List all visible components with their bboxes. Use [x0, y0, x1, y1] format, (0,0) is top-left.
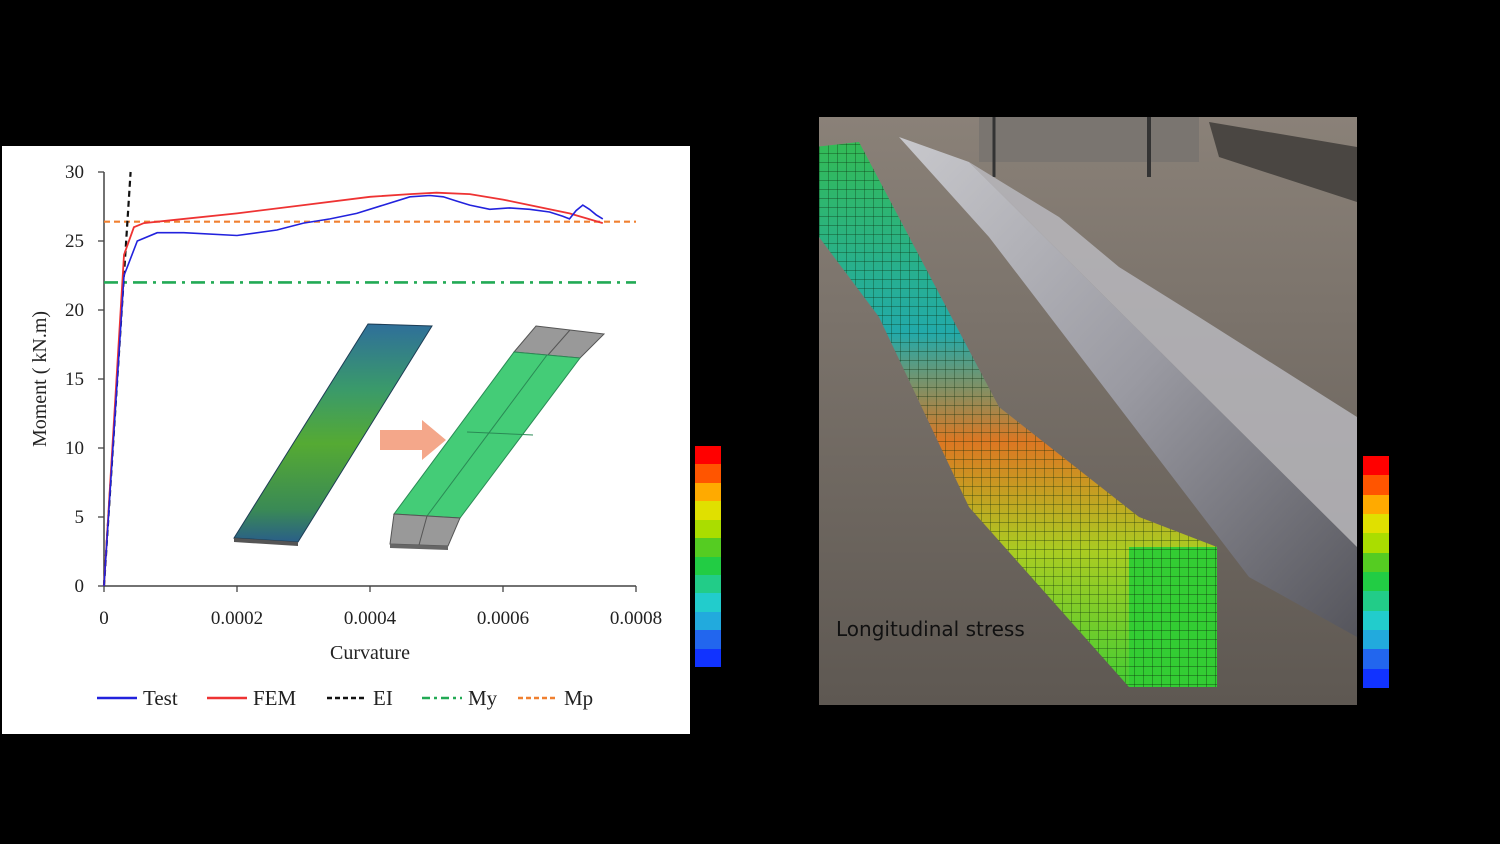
series-test-line	[103, 194, 604, 587]
x-axis-label: Curvature	[330, 642, 410, 664]
x-tick-label: 0.0008	[610, 608, 662, 629]
legend: Test FEM EI My Mp	[97, 686, 593, 710]
series-fem-line	[103, 191, 604, 587]
arrow-icon	[380, 420, 446, 460]
y-tick-label: 10	[65, 438, 84, 459]
colorbar-swatch	[1363, 649, 1389, 669]
fe-model-inset	[389, 325, 606, 550]
buckled-beam-illustration	[819, 117, 1357, 705]
colorbar-swatch	[695, 556, 721, 575]
background-beam	[1209, 122, 1357, 202]
y-tick-label: 25	[65, 231, 84, 252]
colorbar-swatch	[1363, 552, 1389, 572]
specimen-scan-inset	[233, 323, 433, 546]
colorbar-swatch	[1363, 513, 1389, 534]
colorbar-swatch	[695, 611, 721, 631]
y-axis-label: Moment ( kN.m)	[29, 311, 51, 447]
x-tick-label: 0.0004	[344, 608, 397, 629]
y-tick-label: 20	[65, 300, 84, 321]
colorbar-swatch	[695, 630, 721, 649]
tested-steel-beam	[899, 137, 1357, 637]
y-tick-label: 15	[65, 369, 84, 390]
y-tick-label: 0	[75, 576, 85, 597]
legend-label-mp: Mp	[564, 686, 593, 710]
colorbar-swatch	[1363, 456, 1389, 476]
x-tick-label: 0	[99, 608, 109, 629]
colorbar-swatch	[1363, 610, 1389, 630]
colorbar-swatch	[1363, 668, 1389, 688]
y-tick-label: 30	[65, 162, 84, 183]
colorbar-swatch	[695, 501, 721, 520]
legend-label-test: Test	[143, 686, 178, 710]
colorbar-swatch	[1363, 475, 1389, 495]
x-tick-label: 0.0002	[211, 608, 263, 629]
colorbar-left	[695, 446, 721, 668]
colorbar-swatch	[1363, 533, 1389, 553]
series-layer	[102, 171, 636, 587]
colorbar-right	[1363, 456, 1389, 688]
legend-label-fem: FEM	[253, 686, 297, 710]
colorbar-swatch	[695, 593, 721, 612]
legend-label-my: My	[468, 686, 498, 710]
colorbar-swatch	[695, 464, 721, 483]
colorbar-swatch	[695, 538, 721, 557]
beam-photo-panel: Longitudinal stress	[819, 117, 1357, 705]
longitudinal-stress-label: Longitudinal stress	[836, 617, 1025, 641]
series-ei-line	[102, 171, 132, 587]
colorbar-swatch	[1363, 494, 1389, 514]
colorbar-swatch	[695, 446, 721, 465]
colorbar-swatch	[695, 519, 721, 539]
axis-ticks: 0 5 10 15 20 25 30 0 0.0002 0.0004 0.0006 0.0008	[65, 162, 662, 629]
y-tick-label: 5	[75, 507, 85, 528]
colorbar-swatch	[695, 648, 721, 668]
colorbar-swatch	[1363, 571, 1389, 592]
legend-label-ei: EI	[373, 686, 393, 710]
chart-panel: 0 5 10 15 20 25 30 0 0.0002 0.0004 0.0006 0.0008	[2, 146, 690, 734]
colorbar-swatch	[695, 574, 721, 594]
colorbar-swatch	[1363, 629, 1389, 650]
x-tick-label: 0.0006	[477, 608, 529, 629]
colorbar-swatch	[1363, 591, 1389, 611]
background-equipment	[979, 117, 1199, 162]
moment-curvature-chart: 0 5 10 15 20 25 30 0 0.0002 0.0004 0.0006 0.0008	[29, 162, 662, 710]
colorbar-swatch	[695, 482, 721, 502]
